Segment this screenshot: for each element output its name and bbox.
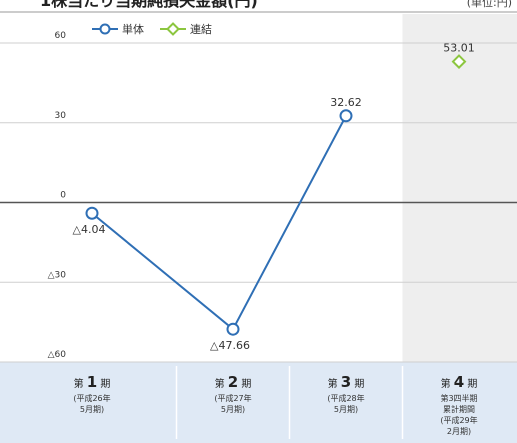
x-category-sub: 5月期) xyxy=(221,405,245,414)
unit-label: (単位:円) xyxy=(467,0,512,9)
x-category-sub: 累計期間 xyxy=(443,404,475,414)
legend-consolidated-marker xyxy=(166,22,180,36)
x-category-title: 第 4 期 xyxy=(441,373,478,391)
data-label: △4.04 xyxy=(73,223,106,236)
x-category-sub: (平成26年 xyxy=(73,393,110,403)
category-band xyxy=(0,362,517,443)
x-category-sub: (平成28年 xyxy=(327,393,364,403)
chart-title: 1株当たり当期純損失金額(円) xyxy=(40,0,258,10)
x-category-sub: 第3四半期 xyxy=(440,393,477,403)
forecast-shade xyxy=(402,14,517,362)
x-category-sub: (平成27年 xyxy=(214,393,251,403)
data-point-single xyxy=(226,322,240,336)
y-tick-label: 0 xyxy=(60,191,66,201)
y-tick-label: 30 xyxy=(55,111,67,121)
x-category-title: 第 3 期 xyxy=(328,373,365,391)
x-category-sub: (平成29年 xyxy=(440,415,477,425)
x-category-sub: 2月期) xyxy=(447,427,471,436)
y-tick-label: 60 xyxy=(55,31,67,41)
data-label: △47.66 xyxy=(210,339,250,352)
y-tick-label: △30 xyxy=(48,270,67,280)
x-category-2: 第 2 期 (平成27年 5月期) xyxy=(214,373,251,414)
x-category-3: 第 3 期 (平成28年 5月期) xyxy=(327,373,364,414)
x-category-1: 第 1 期 (平成26年 5月期) xyxy=(73,373,110,414)
legend: 単体 連結 xyxy=(92,22,212,36)
legend-consolidated-label: 連結 xyxy=(190,22,212,36)
series-line-single xyxy=(91,115,347,331)
data-point-single xyxy=(85,206,99,220)
x-category-sub: 5月期) xyxy=(334,405,358,414)
x-category-title: 第 1 期 xyxy=(74,373,111,391)
data-point-single xyxy=(339,109,353,123)
legend-single-marker xyxy=(99,23,111,35)
legend-single-label: 単体 xyxy=(122,22,144,36)
y-tick-label: △60 xyxy=(48,350,67,360)
data-label: 53.01 xyxy=(443,42,475,55)
x-category-title: 第 2 期 xyxy=(215,373,252,391)
data-label: 32.62 xyxy=(330,96,362,109)
x-category-sub: 5月期) xyxy=(80,405,104,414)
data-point-consolidated xyxy=(451,54,467,69)
